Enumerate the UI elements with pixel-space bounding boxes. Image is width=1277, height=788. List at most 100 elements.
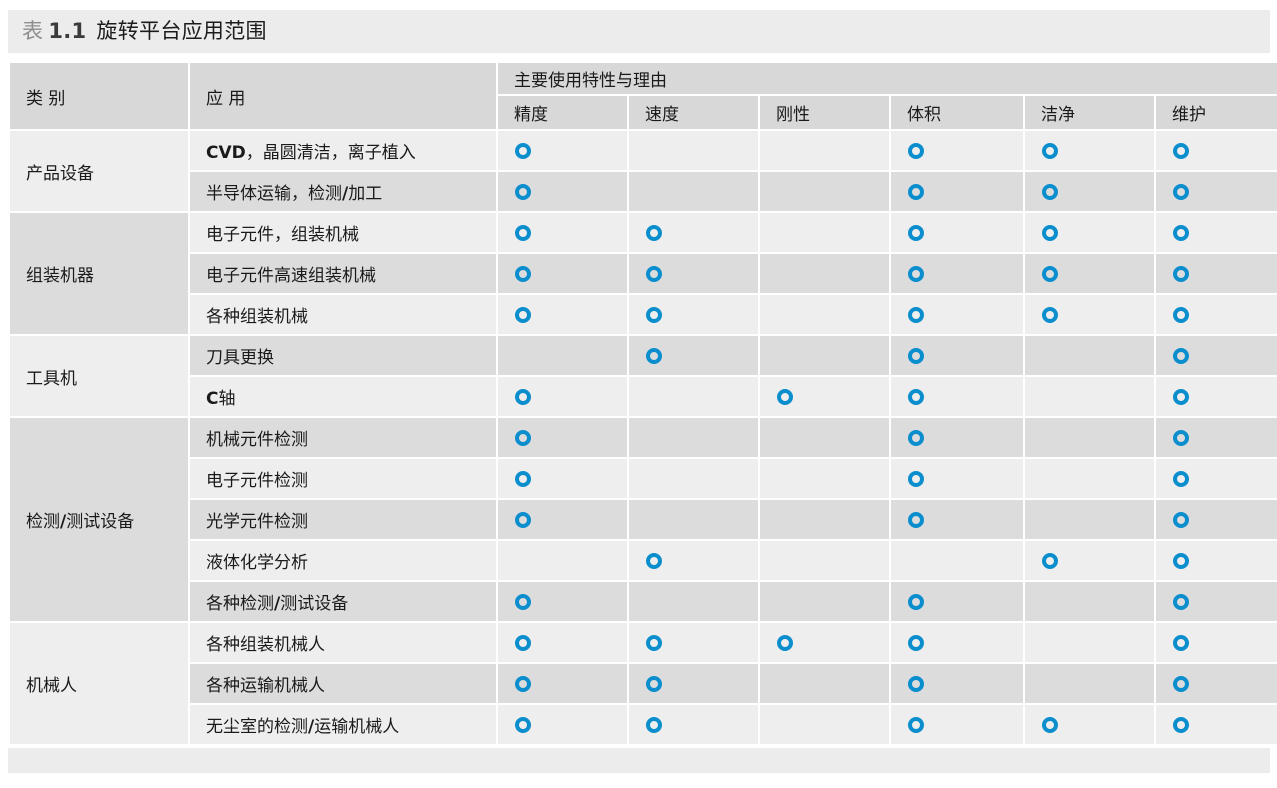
mark-cell-maintenance — [1156, 336, 1277, 375]
mark-cell-cleanliness — [1025, 418, 1154, 457]
hollow-circle-icon — [1173, 634, 1189, 651]
hollow-circle-icon — [908, 716, 924, 733]
mark-cell-cleanliness — [1025, 582, 1154, 621]
footer-strip — [8, 748, 1270, 773]
application-label: 各种组装机械 — [206, 307, 308, 327]
mark-cell-cleanliness — [1025, 623, 1154, 662]
mark-cell-cleanliness — [1025, 500, 1154, 539]
hollow-circle-icon — [646, 552, 662, 569]
application-part: 加工 — [348, 184, 383, 204]
mark-cell-rigidity — [760, 172, 889, 211]
mark-cell-volume — [891, 664, 1023, 703]
caption-tag: 表 — [22, 19, 44, 43]
application-label: 电子元件，组装机械 — [206, 225, 359, 245]
application-bold-part: C — [206, 389, 219, 409]
hollow-circle-icon — [1173, 429, 1189, 446]
application-cell: 刀具更换 — [190, 336, 496, 375]
mark-cell-rigidity — [760, 582, 889, 621]
hollow-circle-icon — [908, 511, 924, 528]
hollow-circle-icon — [1042, 265, 1058, 282]
table-row: 工具机 刀具更换 — [10, 336, 1277, 416]
application-matrix-table: 类 别 应 用 主要使用特性与理由 精度 速度 刚性 体积 洁净 维护 产品设备… — [8, 61, 1277, 746]
application-cell: 各种组装机械 — [190, 295, 496, 334]
hollow-circle-icon — [646, 675, 662, 692]
mark-cell-maintenance — [1156, 459, 1277, 498]
mark-cell-maintenance — [1156, 377, 1277, 416]
header-category: 类 别 — [10, 63, 188, 129]
hollow-circle-icon — [1173, 470, 1189, 487]
mark-cell-speed — [629, 295, 758, 334]
application-cell: CVD，晶圆清洁，离子植入 — [190, 131, 496, 170]
mark-cell-speed — [629, 418, 758, 457]
hollow-circle-icon — [646, 634, 662, 651]
caption-text: 旋转平台应用范围 — [96, 19, 267, 43]
table-row: 机械人 各种组装机械人 — [10, 623, 1277, 744]
application-label: 液体化学分析 — [206, 553, 308, 573]
mark-cell-speed — [629, 623, 758, 662]
header-criteria-group: 主要使用特性与理由 — [498, 63, 1277, 94]
table-row: C轴 — [10, 377, 1277, 416]
category-part: 测试设备 — [66, 512, 135, 532]
mark-cell-rigidity — [760, 213, 889, 252]
hollow-circle-icon — [1042, 142, 1058, 159]
mark-cell-volume — [891, 623, 1023, 662]
hollow-circle-icon — [908, 675, 924, 692]
application-label: 电子元件高速组装机械 — [206, 266, 376, 286]
mark-cell-accuracy — [498, 541, 627, 580]
mark-cell-speed — [629, 459, 758, 498]
application-part: / — [342, 184, 349, 204]
mark-cell-maintenance — [1156, 664, 1277, 703]
mark-cell-volume — [891, 705, 1023, 744]
hollow-circle-icon — [908, 347, 924, 364]
mark-cell-cleanliness — [1025, 131, 1154, 170]
mark-cell-volume — [891, 172, 1023, 211]
hollow-circle-icon — [515, 265, 531, 282]
hollow-circle-icon — [646, 716, 662, 733]
mark-cell-accuracy — [498, 213, 627, 252]
hollow-circle-icon — [1173, 388, 1189, 405]
mark-cell-maintenance — [1156, 295, 1277, 334]
table-row: 半导体运输，检测/加工 — [10, 172, 1277, 211]
hollow-circle-icon — [1173, 183, 1189, 200]
hollow-circle-icon — [1042, 716, 1058, 733]
hollow-circle-icon — [515, 470, 531, 487]
hollow-circle-icon — [1042, 306, 1058, 323]
mark-cell-speed — [629, 664, 758, 703]
table-row: 无尘室的检测/运输机械人 — [10, 705, 1277, 744]
mark-cell-cleanliness — [1025, 541, 1154, 580]
hollow-circle-icon — [1042, 183, 1058, 200]
mark-cell-accuracy — [498, 664, 627, 703]
table-row: 液体化学分析 — [10, 541, 1277, 580]
header-row-sub: 精度 速度 刚性 体积 洁净 维护 — [10, 95, 1277, 129]
mark-cell-maintenance — [1156, 131, 1277, 170]
hollow-circle-icon — [515, 429, 531, 446]
application-cell: 半导体运输，检测/加工 — [190, 172, 496, 211]
header-application: 应 用 — [190, 63, 496, 129]
mark-cell-speed — [629, 131, 758, 170]
table-caption: 表 1.1 旋转平台应用范围 — [8, 10, 1270, 53]
application-part: / — [274, 594, 281, 614]
application-cell: 各种检测/测试设备 — [190, 582, 496, 621]
mark-cell-accuracy — [498, 623, 627, 662]
mark-cell-volume — [891, 213, 1023, 252]
application-part: 测试设备 — [280, 594, 349, 614]
category-part: 检测 — [26, 512, 60, 532]
application-rest-part: 轴 — [218, 389, 236, 409]
application-cell: 各种组装机械人 — [190, 623, 496, 662]
hollow-circle-icon — [1173, 511, 1189, 528]
table-row: 光学元件检测 — [10, 500, 1277, 539]
table-head: 类 别 应 用 主要使用特性与理由 精度 速度 刚性 体积 洁净 维护 — [10, 63, 1277, 129]
mark-cell-accuracy — [498, 459, 627, 498]
mark-cell-accuracy — [498, 500, 627, 539]
category-cell: 产品设备 — [10, 131, 188, 211]
mark-cell-accuracy — [498, 254, 627, 293]
header-criterion-volume: 体积 — [891, 95, 1023, 129]
table-row: 电子元件高速组装机械 — [10, 254, 1277, 293]
mark-cell-speed — [629, 541, 758, 580]
mark-cell-speed — [629, 213, 758, 252]
hollow-circle-icon — [1042, 224, 1058, 241]
hollow-circle-icon — [908, 183, 924, 200]
application-label: 各种运输机械人 — [206, 676, 325, 696]
application-rest-part: ，晶圆清洁，离子植入 — [245, 143, 416, 163]
mark-cell-cleanliness — [1025, 213, 1154, 252]
